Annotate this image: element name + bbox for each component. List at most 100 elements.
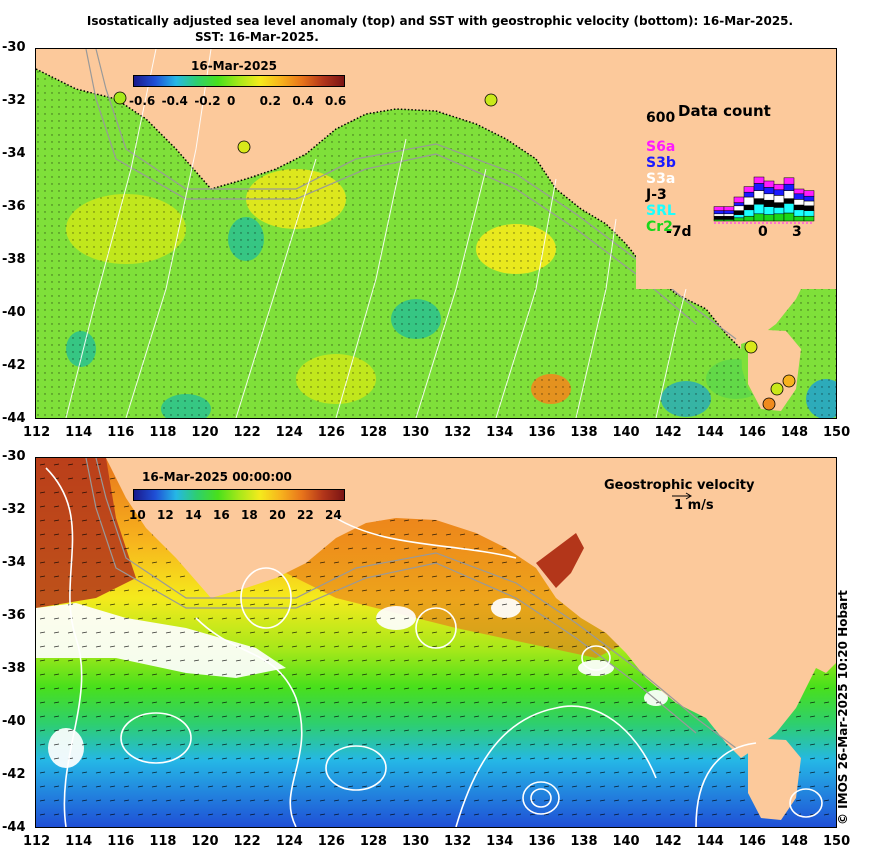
- colorbar-tick-label: 22: [297, 508, 314, 522]
- colorbar-tick-label: 0.4: [292, 94, 314, 108]
- sla-coastline: [36, 68, 742, 350]
- top-lon-tick: 128: [359, 425, 387, 440]
- data-count-bar-segment: [723, 215, 735, 220]
- data-count-legend-item: S6a: [646, 139, 676, 155]
- data-count-bar-segment: [783, 183, 795, 191]
- data-count-bar-segment: [753, 190, 765, 199]
- colorbar-tick-label: 20: [269, 508, 286, 522]
- data-count-bar-segment: [723, 210, 735, 215]
- bottom-lon-tick: 122: [233, 834, 261, 849]
- data-count-bar-segment: [773, 213, 785, 222]
- bottom-lon-tick: 136: [528, 834, 556, 849]
- top-lon-tick: 140: [612, 425, 640, 440]
- bottom-lon-tick: 118: [149, 834, 177, 849]
- velocity-legend-arrow: [672, 492, 692, 500]
- data-count-legend-item: J-3: [646, 187, 667, 203]
- data-count-bar-segment: [713, 206, 725, 211]
- bottom-lon-tick: 114: [65, 834, 93, 849]
- bottom-lon-tick: 116: [107, 834, 135, 849]
- data-count-bar-segment: [763, 214, 775, 222]
- sst-bathymetry: [85, 458, 737, 749]
- data-count-bar-segment: [803, 205, 815, 211]
- top-lon-tick: 150: [823, 425, 851, 440]
- top-lon-tick: 126: [317, 425, 345, 440]
- bottom-lon-tick: 132: [444, 834, 472, 849]
- sst-canvas: [36, 458, 836, 827]
- top-lon-tick: 134: [486, 425, 514, 440]
- data-count-bar-segment: [783, 198, 795, 204]
- sla-colorbar: [133, 75, 345, 87]
- data-count-bar-segment: [783, 203, 795, 214]
- top-lat-tick: -44: [2, 411, 26, 426]
- data-count-bar-segment: [793, 199, 805, 206]
- colorbar-tick-label: 16: [213, 508, 230, 522]
- sst-sla-contours: [45, 467, 823, 827]
- data-count-bar-segment: [713, 215, 725, 220]
- sla-colorbar-title: 16-Mar-2025: [191, 59, 278, 73]
- imos-credit: © IMOS 26-Mar-2025 10:20 Hobart: [836, 590, 850, 825]
- colorbar-tick-label: 10: [129, 508, 146, 522]
- bottom-lat-tick: -32: [2, 502, 26, 517]
- data-count-bar-segment: [763, 180, 775, 188]
- bottom-lon-tick: 146: [738, 834, 766, 849]
- data-count-bar-segment: [743, 204, 755, 211]
- data-count-legend-item: SRL: [646, 203, 676, 219]
- data-count-title: Data count: [678, 102, 771, 120]
- top-lon-tick: 122: [233, 425, 261, 440]
- colorbar-tick-label: -0.4: [161, 94, 188, 108]
- colorbar-tick-label: 0: [227, 94, 236, 108]
- data-count-bar-segment: [773, 189, 785, 196]
- data-count-bar-segment: [743, 215, 755, 222]
- data-count-legend-item: S3a: [646, 171, 676, 187]
- top-lon-tick: 118: [149, 425, 177, 440]
- data-count-bar-segment: [753, 183, 765, 191]
- data-count-bar-segment: [783, 212, 795, 222]
- data-count-bar-segment: [783, 190, 795, 199]
- bottom-lon-tick: 130: [401, 834, 430, 849]
- sst-map: 16-Mar-2025 00:00:00 Geostrophic velocit…: [35, 457, 837, 828]
- data-count-bar-segment: [793, 204, 805, 211]
- data-count-bar-segment: [713, 213, 725, 217]
- top-lat-tick: -30: [2, 40, 26, 55]
- top-lon-tick: 136: [528, 425, 556, 440]
- data-count-x-start: -7d: [666, 224, 692, 240]
- data-count-bar-segment: [793, 209, 805, 217]
- data-count-bar-segment: [753, 213, 765, 222]
- colorbar-tick-label: -0.2: [194, 94, 221, 108]
- bottom-lon-tick: 134: [486, 834, 514, 849]
- data-count-bar-segment: [793, 193, 805, 200]
- colorbar-tick-label: 0.2: [259, 94, 281, 108]
- data-count-chart: [713, 176, 815, 224]
- bottom-lon-tick: 140: [612, 834, 640, 849]
- top-lon-tick: 146: [738, 425, 766, 440]
- bottom-lat-tick: -42: [2, 767, 26, 782]
- bottom-lon-tick: 148: [780, 834, 809, 849]
- figure-subtitle: SST: 16-Mar-2025.: [195, 30, 319, 44]
- data-count-bar-segment: [763, 199, 775, 207]
- data-count-legend-item: Cr2: [646, 219, 673, 235]
- data-count-bar-segment: [803, 200, 815, 207]
- data-count-bar-segment: [783, 177, 795, 185]
- data-count-bar-segment: [743, 186, 755, 193]
- top-lat-tick: -34: [2, 146, 26, 161]
- colorbar-tick-label: 12: [157, 508, 174, 522]
- data-count-bar-segment: [733, 217, 745, 222]
- data-count-bar-segment: [743, 191, 755, 198]
- top-lon-tick: 124: [275, 425, 303, 440]
- bottom-lat-tick: -40: [2, 714, 26, 729]
- data-count-bar-segment: [733, 205, 745, 211]
- data-count-bar-segment: [793, 215, 805, 222]
- top-lon-tick: 114: [65, 425, 93, 440]
- top-lon-tick: 116: [107, 425, 135, 440]
- sst-tasmania: [748, 738, 801, 820]
- bottom-lon-tick: 138: [570, 834, 598, 849]
- bottom-lon-tick: 144: [696, 834, 724, 849]
- bottom-lat-tick: -44: [2, 820, 26, 835]
- data-count-bar-segment: [733, 214, 745, 219]
- data-count-bar-segment: [733, 196, 745, 203]
- bottom-lon-tick: 120: [191, 834, 219, 849]
- data-count-bar-segment: [753, 203, 765, 215]
- sla-tasmania: [748, 329, 801, 411]
- sst-colorbar: [133, 489, 345, 501]
- bottom-lat-tick: -30: [2, 449, 26, 464]
